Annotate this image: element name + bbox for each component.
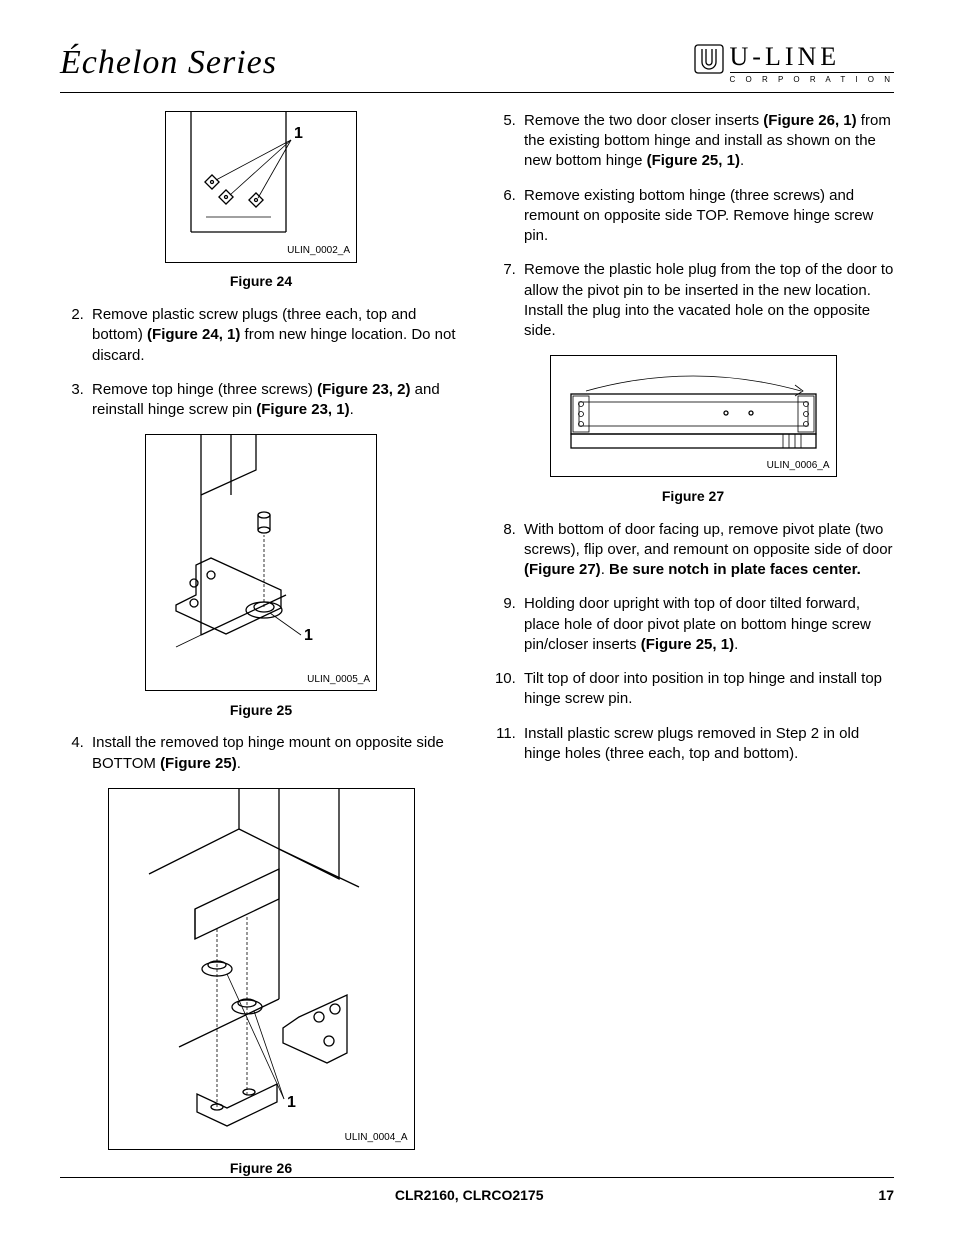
page-header: Échelon Series U‑LINE C O R P O R A T I … <box>60 40 894 93</box>
step-6: Remove existing bottom hinge (three scre… <box>520 186 894 247</box>
svg-text:1: 1 <box>294 125 303 142</box>
step-2: Remove plastic screw plugs (three each, … <box>88 305 462 366</box>
footer-page: 17 <box>878 1186 894 1205</box>
figure-24: 1 ULIN_0002_A Figure 24 <box>60 111 462 291</box>
svg-text:1: 1 <box>287 1094 296 1111</box>
step-8: With bottom of door facing up, remove pi… <box>520 520 894 581</box>
brand-name: U‑LINE <box>730 44 894 73</box>
svg-text:1: 1 <box>304 627 313 644</box>
figure-27-id: ULIN_0006_A <box>767 459 830 473</box>
series-title: Échelon Series <box>60 40 277 86</box>
brand-logo-icon <box>694 44 724 76</box>
step-7: Remove the plastic hole plug from the to… <box>520 260 894 341</box>
step-9: Holding door upright with top of door ti… <box>520 594 894 655</box>
figure-26: 1 ULIN_0004_A Figure 26 <box>60 788 462 1178</box>
figure-25-caption: Figure 25 <box>60 701 462 720</box>
step-4: Install the removed top hinge mount on o… <box>88 733 462 774</box>
figure-24-caption: Figure 24 <box>60 272 462 291</box>
footer-models: CLR2160, CLRCO2175 <box>395 1186 544 1205</box>
brand-logo: U‑LINE C O R P O R A T I O N <box>694 44 894 86</box>
page-footer: CLR2160, CLRCO2175 17 <box>60 1177 894 1205</box>
content-columns: 1 ULIN_0002_A Figure 24 Remove plastic s… <box>60 111 894 1192</box>
figure-25: 1 ULIN_0005_A Figure 25 <box>60 434 462 719</box>
right-column: Remove the two door closer inserts (Figu… <box>492 111 894 1192</box>
figure-24-id: ULIN_0002_A <box>287 244 350 258</box>
step-5: Remove the two door closer inserts (Figu… <box>520 111 894 172</box>
figure-27-caption: Figure 27 <box>492 487 894 506</box>
figure-27: ULIN_0006_A Figure 27 <box>492 355 894 505</box>
figure-25-id: ULIN_0005_A <box>307 673 370 687</box>
step-10: Tilt top of door into position in top hi… <box>520 669 894 710</box>
left-column: 1 ULIN_0002_A Figure 24 Remove plastic s… <box>60 111 462 1192</box>
figure-26-caption: Figure 26 <box>60 1159 462 1178</box>
left-steps-a: Remove plastic screw plugs (three each, … <box>60 305 462 420</box>
right-steps-a: Remove the two door closer inserts (Figu… <box>492 111 894 342</box>
step-11: Install plastic screw plugs removed in S… <box>520 724 894 765</box>
left-steps-b: Install the removed top hinge mount on o… <box>60 733 462 774</box>
brand-sub: C O R P O R A T I O N <box>730 75 894 86</box>
right-steps-b: With bottom of door facing up, remove pi… <box>492 520 894 765</box>
step-3: Remove top hinge (three screws) (Figure … <box>88 380 462 421</box>
figure-26-id: ULIN_0004_A <box>345 1131 408 1145</box>
